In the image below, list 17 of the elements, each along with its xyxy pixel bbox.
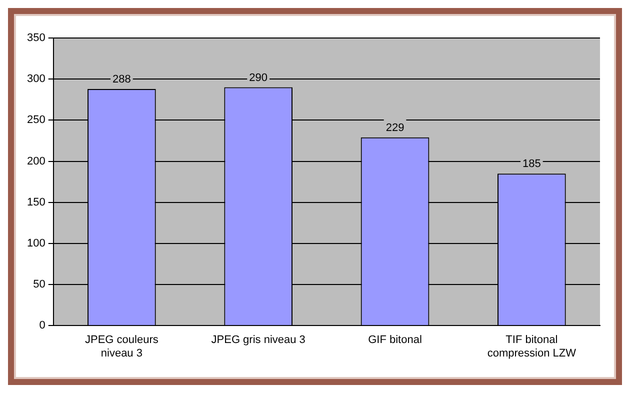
data-label: 229 [386,122,404,134]
y-tick-label: 50 [33,278,46,291]
x-tick-label: TIF bitonal compression LZW [487,334,577,360]
frame: JPEG couleurs niveau 3 JPEG gris niveau 3 GIF bitonal TIF bitonal compression LZW 0 50 100 150 200 250 300 350 288 290 229 185 [8,8,622,385]
data-label: 185 [522,158,541,170]
y-tick-label: 350 [26,32,46,44]
y-tick-label: 150 [26,196,46,208]
x-tick-label: JPEG couleurs niveau 3 [84,334,159,360]
y-tick-label: 0 [39,320,46,332]
x-tick-label: JPEG gris niveau 3 [211,334,306,346]
y-tick-label: 200 [26,155,46,168]
x-tick-label: GIF bitonal [368,334,422,346]
y-tick-label: 250 [26,114,46,126]
y-tick-label: 100 [26,237,46,250]
y-tick-label: 300 [26,73,46,86]
data-label: 288 [112,73,131,86]
data-label: 290 [249,72,268,84]
